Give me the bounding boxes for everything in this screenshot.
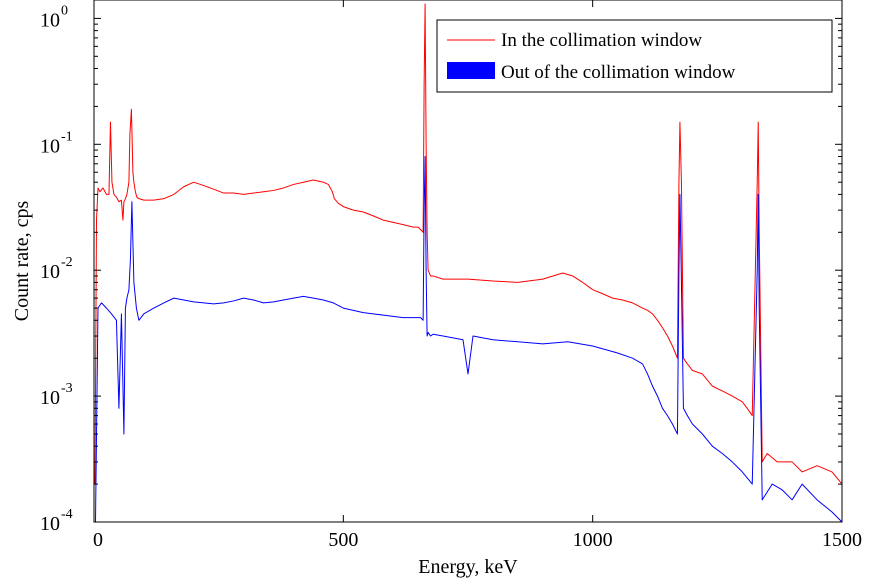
y-tick-label-base: 10 (40, 387, 60, 409)
y-tick-label-exponent: -3 (61, 381, 73, 396)
series-layer (94, 3, 843, 523)
y-tick-label-exponent: -2 (61, 255, 73, 270)
series-line-out-window (95, 156, 843, 523)
x-tick-label: 1500 (822, 529, 862, 551)
legend-label-out-window: Out of the collimation window (501, 62, 736, 83)
legend: In the collimation window Out of the col… (436, 19, 833, 93)
legend-label-in-window: In the collimation window (501, 30, 702, 51)
y-tick-label-exponent: -1 (61, 129, 73, 144)
series-line-in-window (94, 3, 843, 485)
y-tick-label-base: 10 (40, 513, 60, 535)
y-axis-label: Count rate, cps (11, 201, 33, 322)
x-axis: 0 500 1000 1500 (93, 0, 862, 551)
y-tick-label-base: 10 (40, 9, 60, 31)
legend-box (436, 19, 833, 93)
x-axis-label: Energy, keV (418, 556, 518, 578)
legend-marker-out-window (447, 62, 495, 79)
y-tick-label-base: 10 (40, 135, 60, 157)
y-tick-label-exponent: -4 (61, 507, 73, 522)
x-tick-label: 1000 (573, 529, 613, 551)
y-tick-label-base: 10 (40, 261, 60, 283)
x-tick-label: 500 (328, 529, 358, 551)
y-tick-label-exponent: 0 (61, 3, 68, 18)
plot-frame (93, 0, 843, 523)
x-tick-label: 0 (93, 529, 103, 551)
